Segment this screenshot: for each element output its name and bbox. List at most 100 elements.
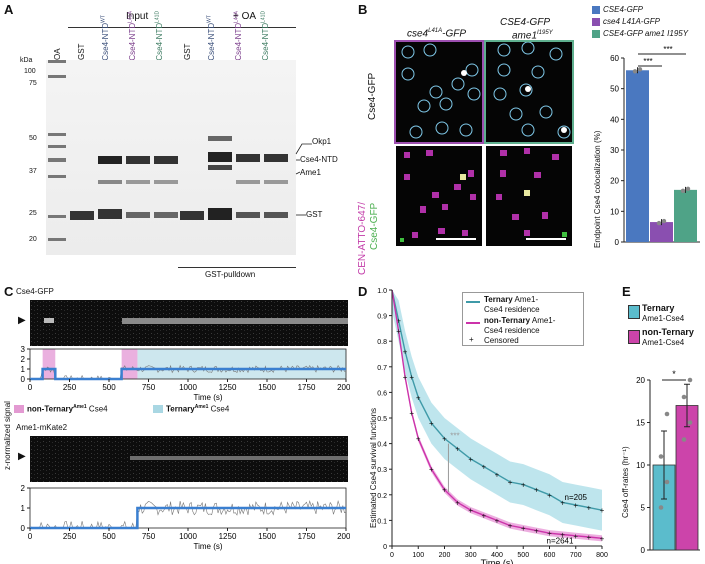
x-tick-label: 0 [28,383,33,392]
x-tick-label: 700 [570,552,582,559]
lane-label: Cse4-NTDWT [206,15,216,61]
colocalization-circles [493,41,571,139]
censored-mark: + [442,486,447,495]
data-point [632,69,638,74]
micrograph-cse4-gfp-ame1-i195y [484,40,574,144]
panel-e-label: E [622,284,631,299]
censored-mark: + [600,506,605,515]
legend-nonternary: non-Ternary Ame1- [484,316,556,325]
oa-bracket [188,27,296,28]
data-point [658,505,664,510]
lane-label: GST [183,43,192,60]
legend-swatch-ternary [628,305,640,319]
lane-label: Cse4-NTDL41D [154,10,164,61]
censored-mark: + [573,501,578,510]
censored-mark: + [521,524,526,533]
kda-marker: 100 [24,68,36,75]
legend-nonternary-line2: Cse4 residence [484,326,540,335]
x-tick-label: 1750 [298,532,316,541]
legend-nonternary: non-Ternary [642,327,694,337]
censored-mark: + [508,522,513,531]
x-tick-label: 1000 [179,532,197,541]
censored-mark: + [495,470,500,479]
censored-mark: + [455,498,460,507]
data-point [681,437,687,442]
legend-swatch [592,30,600,38]
band-label-ame1: Ame1 [300,168,321,177]
row1-label: Cse4-GFP [367,72,378,120]
lane-label: OA [53,48,62,60]
band-label-okp1: Okp1 [312,137,332,146]
oa-header: + OA [233,11,257,22]
row2-label-b: Cse4-GFP [369,202,380,250]
panel-a-label: A [4,2,14,17]
x-axis-label: Time (s) [193,393,222,402]
kda-marker: 37 [29,168,37,175]
lane-label: Cse4-NTDL41D [260,10,270,61]
y-tick-label: 10 [636,461,645,470]
y-tick-label: 50 [610,85,619,94]
sig-label: * [672,369,676,379]
y-tick-label: 0.1 [377,518,387,525]
pulldown-label: GST-pulldown [205,270,256,279]
y-tick-label: 0 [21,375,26,384]
micrograph-merge-ame1-i195y [486,146,572,246]
censored-mark: + [600,534,605,543]
censored-mark: + [482,511,487,520]
bar [650,222,673,242]
x-tick-label: 1500 [258,532,276,541]
band-label-gst: GST [306,210,323,219]
data-point [680,188,686,194]
panel-d-survival-chart: + + + + + + + + + + + + + + + + + + + + + + + + + + + + + + + + + + + +0 0.1… [377,288,608,564]
lane-label: Cse4-NTDL41A [233,11,243,61]
kda-marker: 25 [29,210,37,217]
legend-line-ternary [466,301,480,303]
x-tick-label: 800 [596,552,608,559]
col2-title: CSE4-GFP [500,17,551,28]
censored-mark: + [587,533,592,542]
x-tick-label: 500 [517,552,529,559]
kda-unit: kDa [20,57,33,64]
y-tick-label: 30 [610,146,619,155]
x-tick-label: 1250 [219,383,237,392]
panel-d-ylabel: Estimated Cse4 survival functions [369,407,378,528]
y-tick-label: 1 [21,504,26,513]
x-tick-label: 0 [28,532,33,541]
lane-label: Cse4-NTDWT [100,15,110,61]
y-tick-label: 0.7 [377,365,387,372]
y-tick-label: 0 [615,238,620,247]
x-tick-label: 1500 [258,383,276,392]
survival-curve [391,289,603,539]
panel-c-label: C [4,284,14,299]
y-tick-label: 40 [610,115,619,124]
censored-mark: + [455,445,460,454]
gel-bands [48,60,288,241]
y-tick-label: 0.9 [377,314,387,321]
panel-c-bottom-trace: 0 1 2 0 250 500 750 1000 1250 1500 1750 2000 Time (s… [21,484,350,551]
censored-mark: + [396,327,401,336]
micrograph-cse4-l41a-gfp [394,40,484,144]
data-point [664,411,670,417]
data-point [637,67,643,72]
censored-mark: + [560,530,565,539]
y-tick-label: 0 [641,546,646,555]
panel-b-bar-chart: 0 10 20 30 40 50 60 *** *** [610,45,700,247]
y-tick-label: 20 [610,177,619,186]
bar [626,70,649,243]
legend-entry: CSE4-GFP [603,5,644,14]
panel-c-ylabel: z-normalized signal [3,401,12,470]
col2-title-line2: ame1I195Y [512,30,553,42]
y-tick-label: 1 [21,365,26,374]
legend-line-nonternary [466,322,480,324]
legend-ternary-line2: Ame1-Cse4 [642,314,685,323]
legend-ternary-line2: Cse4 residence [484,305,540,314]
x-tick-label: 1750 [298,383,316,392]
x-tick-label: 0 [390,552,394,559]
x-tick-label: 2000 [337,532,350,541]
censored-mark: + [429,465,434,474]
panel-b-ylabel: Endpoint Cse4 colocalization (%) [593,130,602,248]
input-header: Input [126,11,149,22]
ternary-span [137,349,346,379]
raw-signal [29,499,347,530]
